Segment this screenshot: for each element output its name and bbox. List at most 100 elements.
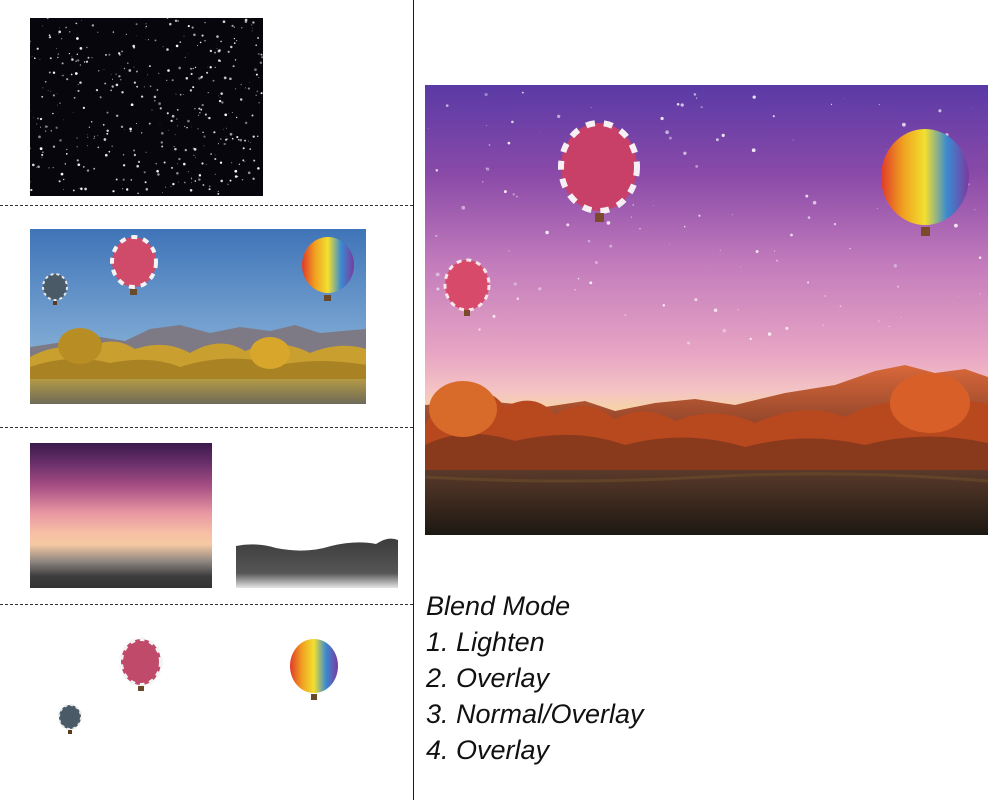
legend-item-3: 3. Normal/Overlay [426,699,644,729]
star [116,114,119,117]
star [209,49,213,53]
star [170,185,172,187]
star [95,88,99,92]
star [209,66,212,69]
star [166,17,169,20]
star [120,125,124,129]
dashed-divider-2 [0,427,413,428]
star [204,21,206,24]
star [141,132,143,134]
star [46,17,49,20]
star [206,66,208,68]
star [229,132,233,136]
star [258,77,260,79]
star [103,69,105,70]
star [878,103,881,106]
star [156,169,159,173]
star [178,66,182,70]
star [478,328,481,331]
star [219,97,221,98]
star [488,144,491,146]
star [256,135,259,138]
star [33,117,34,118]
star [652,205,654,206]
star [208,116,211,120]
star [76,159,79,162]
star [79,47,83,50]
star [99,96,102,99]
star [589,281,593,285]
star [229,77,232,81]
star [214,66,216,69]
star [482,181,484,183]
composite-result-image [425,85,988,535]
star [214,173,216,175]
star [190,177,192,179]
star [566,223,570,227]
star [110,89,112,92]
star [792,139,794,141]
star [676,103,680,106]
star [538,287,542,291]
star [220,179,223,183]
star [136,35,138,37]
star [154,39,157,42]
star [198,114,200,116]
star [49,57,52,60]
star [58,30,62,34]
star [749,337,752,341]
star [205,163,207,165]
star [48,71,51,74]
star [174,134,176,136]
star [74,72,78,75]
star [93,167,96,170]
star [29,40,32,43]
star [822,324,824,326]
star [137,160,141,163]
star [878,320,880,322]
star [174,147,177,151]
star [30,188,33,192]
star [50,90,52,92]
star [94,135,95,137]
star [42,87,44,89]
star [36,167,38,169]
star [193,148,197,151]
star [257,167,259,169]
star [133,66,135,68]
star [111,85,114,88]
star [224,113,228,117]
star [218,99,222,103]
star [227,50,230,53]
star [156,88,159,91]
star [174,19,178,22]
star [161,145,164,148]
star [508,250,510,252]
star [164,186,167,188]
star [683,225,686,228]
star [72,189,75,192]
star [133,149,136,152]
star [234,59,237,61]
star [590,107,592,109]
star [235,117,237,118]
star [143,86,145,88]
star [144,39,146,41]
star [721,133,725,137]
star [233,37,236,40]
star [484,92,488,97]
star [807,281,810,284]
star [153,95,157,99]
star [236,136,239,139]
star [435,272,440,277]
star [123,129,125,131]
star [217,190,219,192]
star [158,72,160,74]
star [521,91,524,94]
star [255,44,258,47]
star [222,128,224,130]
star [46,125,49,128]
star [57,53,60,55]
star [47,89,49,91]
star [244,139,247,142]
